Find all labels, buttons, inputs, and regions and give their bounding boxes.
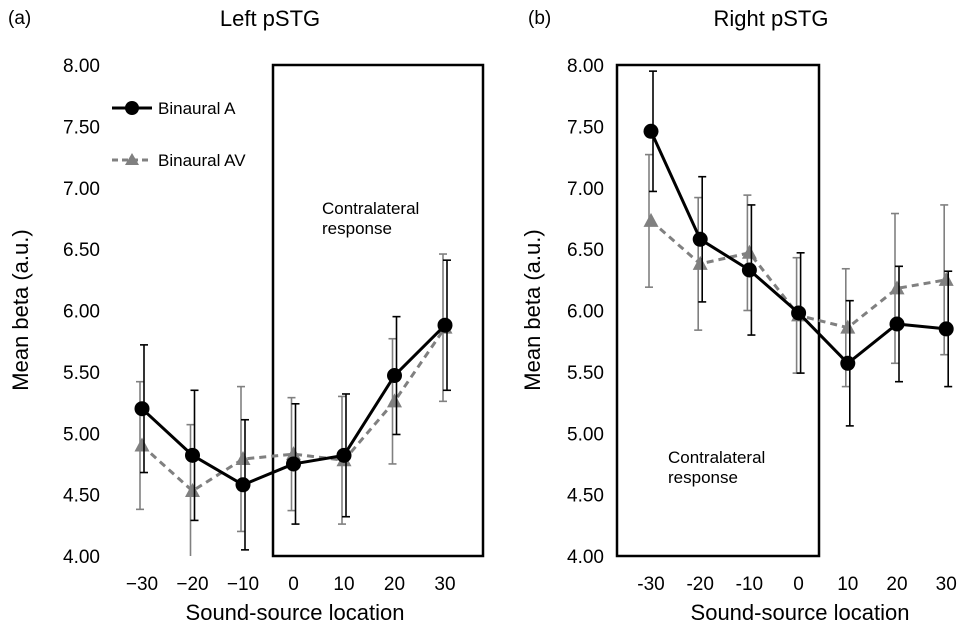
x-tick-label-right: 20 (886, 574, 907, 595)
y-tick-label-left: 8.00 (63, 56, 100, 77)
x-ticks-left: −30 −20 −10 0 10 20 30 (126, 574, 456, 595)
y-tick-label-right: 6.00 (567, 302, 604, 323)
data-point-binaural-av (235, 451, 251, 466)
series-binaural-av-right (643, 153, 954, 388)
y-tick-label-left: 6.50 (63, 240, 100, 261)
panel-label-a: (a) (8, 8, 31, 29)
series-binaural-av-left (134, 253, 453, 556)
data-point-binaural-a (840, 355, 856, 371)
x-tick-label-left: −20 (176, 574, 208, 595)
y-tick-label-left: 4.50 (63, 486, 100, 507)
contralateral-label-right-line2: response (668, 468, 738, 487)
contralateral-box-right: Contralateral response (615, 63, 821, 558)
y-tick-label-right: 7.50 (567, 117, 604, 138)
y-tick-label-right: 4.00 (567, 547, 604, 568)
chart-panel-right: (b) Right pSTG Mean beta (a.u.) Sound-so… (520, 6, 957, 625)
data-point-binaural-av (889, 280, 905, 295)
data-point-binaural-a (889, 316, 905, 332)
x-tick-label-left: 0 (288, 574, 299, 595)
data-point-binaural-av (741, 244, 757, 259)
x-axis-label-right: Sound-source location (691, 600, 910, 625)
x-tick-label-left: −10 (227, 574, 259, 595)
x-axis-label-left: Sound-source location (186, 600, 405, 625)
plot-area-right (643, 70, 954, 427)
y-tick-label-right: 5.50 (567, 363, 604, 384)
legend: Binaural A Binaural AV (112, 99, 246, 170)
chart-title-left: Left pSTG (220, 6, 320, 31)
contralateral-box-left: Contralateral response (271, 63, 485, 558)
data-point-binaural-a (235, 477, 251, 493)
panel-label-b: (b) (528, 8, 551, 29)
y-tick-label-right: 7.00 (567, 179, 604, 200)
x-tick-label-left: 30 (434, 574, 455, 595)
x-tick-label-right: -30 (637, 574, 664, 595)
contralateral-label-right-line1: Contralateral (668, 448, 765, 467)
data-point-binaural-av (387, 393, 402, 408)
data-point-binaural-a (692, 231, 708, 247)
y-tick-label-left: 7.50 (63, 117, 100, 138)
legend-label-binaural-av: Binaural AV (158, 151, 246, 170)
y-tick-label-right: 6.50 (567, 240, 604, 261)
data-point-binaural-a (741, 262, 757, 278)
y-tick-label-left: 7.00 (63, 179, 100, 200)
data-point-binaural-a (437, 317, 453, 333)
data-point-binaural-a (134, 401, 150, 417)
data-point-binaural-a (791, 305, 807, 321)
data-point-binaural-av (840, 319, 856, 334)
y-tick-label-left: 4.00 (63, 547, 100, 568)
y-ticks-right: 4.00 4.50 5.00 5.50 6.00 6.50 7.00 7.50 8.00 (567, 56, 604, 568)
y-tick-label-left: 6.00 (63, 302, 100, 323)
x-tick-label-right: -10 (736, 574, 763, 595)
legend-label-binaural-a: Binaural A (158, 99, 236, 118)
series-binaural-a-right (643, 70, 954, 427)
y-tick-label-right: 4.50 (567, 486, 604, 507)
chart-title-right: Right pSTG (714, 6, 829, 31)
y-tick-label-left: 5.50 (63, 363, 100, 384)
data-point-binaural-av (938, 271, 954, 286)
contralateral-rect-right (615, 63, 821, 558)
data-point-binaural-a (185, 447, 200, 463)
data-point-binaural-a (643, 123, 659, 139)
y-tick-label-right: 5.00 (567, 424, 604, 445)
x-tick-label-left: −30 (126, 574, 158, 595)
contralateral-label-left-line1: Contralateral (322, 199, 419, 218)
x-tick-label-right: -20 (686, 574, 713, 595)
y-axis-label-left: Mean beta (a.u.) (8, 229, 33, 390)
x-tick-label-right: 10 (837, 574, 858, 595)
plot-area-left (134, 253, 453, 556)
y-ticks-left: 4.00 4.50 5.00 5.50 6.00 6.50 7.00 7.50 8.00 (63, 56, 100, 568)
x-tick-label-right: 30 (936, 574, 957, 595)
data-point-binaural-a (286, 456, 301, 472)
chart-panel-left: (a) Left pSTG Mean beta (a.u.) Sound-sou… (8, 6, 485, 625)
data-point-binaural-av (643, 212, 659, 227)
contralateral-rect-left (271, 63, 485, 558)
series-binaural-a-left (134, 259, 453, 551)
x-tick-label-right: 0 (793, 574, 804, 595)
contralateral-label-left-line2: response (322, 219, 392, 238)
data-point-binaural-a (336, 447, 352, 463)
data-point-binaural-av (185, 482, 200, 497)
y-tick-label-left: 5.00 (63, 424, 100, 445)
data-point-binaural-a (387, 368, 402, 384)
y-axis-label-right: Mean beta (a.u.) (520, 229, 545, 390)
x-tick-label-left: 20 (384, 574, 405, 595)
y-tick-label-right: 8.00 (567, 56, 604, 77)
legend-marker-binaural-a (125, 101, 139, 115)
data-point-binaural-av (692, 255, 708, 270)
data-point-binaural-av (134, 437, 150, 452)
legend-marker-binaural-av (125, 153, 139, 165)
x-tick-label-left: 10 (333, 574, 354, 595)
data-point-binaural-av (286, 446, 301, 461)
x-ticks-right: -30 -20 -10 0 10 20 30 (637, 574, 957, 595)
data-point-binaural-a (938, 321, 954, 337)
